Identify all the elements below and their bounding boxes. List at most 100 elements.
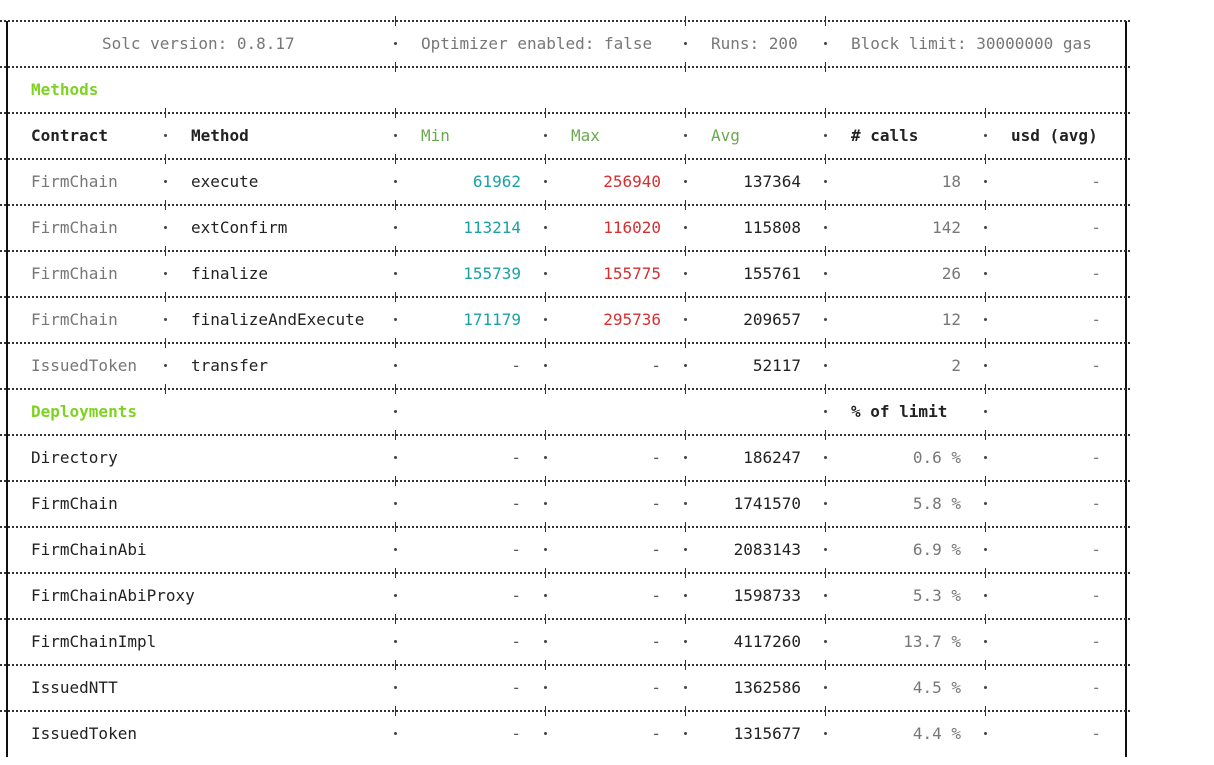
deployment-contract-name: Directory <box>31 448 118 467</box>
method-avg-gas: 155761 <box>743 264 801 283</box>
column-dot <box>684 502 687 505</box>
deployment-contract-name: FirmChainAbi <box>31 540 147 559</box>
row-separator <box>0 16 1130 26</box>
column-dot <box>984 732 987 735</box>
row-separator <box>0 384 1130 394</box>
column-dot <box>394 134 397 137</box>
row-separator <box>0 430 1130 440</box>
deployment-min-gas: - <box>511 494 521 513</box>
column-dot <box>984 226 987 229</box>
column-dot <box>984 548 987 551</box>
column-dot <box>164 134 167 137</box>
runs-count: Runs: 200 <box>711 34 798 53</box>
column-dot <box>544 732 547 735</box>
row-separator <box>0 200 1130 210</box>
method-min-gas: 155739 <box>463 264 521 283</box>
deployment-min-gas: - <box>511 586 521 605</box>
col-contract: Contract <box>31 126 109 145</box>
deployment-contract-name: FirmChainAbiProxy <box>31 586 195 605</box>
column-dot <box>394 640 397 643</box>
deployment-max-gas: - <box>651 494 661 513</box>
column-dot <box>394 732 397 735</box>
column-dot <box>824 318 827 321</box>
column-dot <box>684 548 687 551</box>
method-max-gas: - <box>651 356 661 375</box>
row-separator <box>0 614 1130 624</box>
method-avg-gas: 137364 <box>743 172 801 191</box>
row-separator <box>0 292 1130 302</box>
deployment-max-gas: - <box>651 586 661 605</box>
row-separator <box>0 568 1130 578</box>
method-min-gas: 113214 <box>463 218 521 237</box>
deployment-min-gas: - <box>511 678 521 697</box>
method-usd-avg: - <box>1091 356 1101 375</box>
col-usd: usd (avg) <box>1011 126 1098 145</box>
deployment-max-gas: - <box>651 678 661 697</box>
row-separator <box>0 706 1130 716</box>
col-max: Max <box>571 126 600 145</box>
deployment-row: IssuedNTT - - 1362586 4.5 % - <box>0 665 1130 711</box>
column-dot <box>394 226 397 229</box>
method-avg-gas: 115808 <box>743 218 801 237</box>
method-call-count: 142 <box>932 218 961 237</box>
deployment-row: FirmChainImpl - - 4117260 13.7 % - <box>0 619 1130 665</box>
method-name: extConfirm <box>191 218 288 237</box>
column-dot <box>394 42 397 45</box>
deployment-min-gas: - <box>511 448 521 467</box>
methods-title-row: Methods <box>0 67 1130 113</box>
deployment-usd-avg: - <box>1091 678 1101 697</box>
column-dot <box>684 226 687 229</box>
column-dot <box>984 640 987 643</box>
row-separator <box>0 108 1130 118</box>
column-dot <box>824 410 827 413</box>
column-dot <box>544 456 547 459</box>
deployment-row: FirmChainAbiProxy - - 1598733 5.3 % - <box>0 573 1130 619</box>
row-separator <box>0 476 1130 486</box>
method-contract-name: IssuedToken <box>31 356 137 375</box>
column-dot <box>684 594 687 597</box>
method-row: FirmChain execute 61962 256940 137364 18 - <box>0 159 1130 205</box>
deployment-max-gas: - <box>651 632 661 651</box>
deployment-avg-gas: 186247 <box>743 448 801 467</box>
column-dot <box>544 318 547 321</box>
col-avg: Avg <box>711 126 740 145</box>
deployment-max-gas: - <box>651 724 661 743</box>
column-dot <box>824 364 827 367</box>
method-min-gas: 171179 <box>463 310 521 329</box>
method-row: FirmChain finalizeAndExecute 171179 295736 2… <box>0 297 1130 343</box>
column-dot <box>684 364 687 367</box>
column-dot <box>544 686 547 689</box>
deployments-section-title: Deployments <box>31 402 137 421</box>
col-percent-of-limit: % of limit <box>851 402 948 421</box>
deployment-usd-avg: - <box>1091 586 1101 605</box>
method-call-count: 18 <box>941 172 961 191</box>
deployment-max-gas: - <box>651 448 661 467</box>
deployment-avg-gas: 1362586 <box>733 678 801 697</box>
deployment-percent-of-limit: 13.7 % <box>903 632 961 651</box>
column-dot <box>984 134 987 137</box>
col-min: Min <box>421 126 450 145</box>
deployment-min-gas: - <box>511 540 521 559</box>
block-limit: Block limit: 30000000 gas <box>851 34 1092 53</box>
column-dot <box>394 364 397 367</box>
column-dot <box>684 318 687 321</box>
header-row: Solc version: 0.8.17 Optimizer enabled: … <box>0 21 1130 67</box>
method-row: FirmChain extConfirm 113214 116020 115808 142… <box>0 205 1130 251</box>
column-dot <box>984 318 987 321</box>
deployment-row: FirmChainAbi - - 2083143 6.9 % - <box>0 527 1130 573</box>
column-dot <box>544 502 547 505</box>
column-dot <box>984 180 987 183</box>
deployment-contract-name: IssuedToken <box>31 724 137 743</box>
method-max-gas: 155775 <box>603 264 661 283</box>
row-separator <box>0 154 1130 164</box>
column-dot <box>684 272 687 275</box>
deployment-row: FirmChain - - 1741570 5.8 % - <box>0 481 1130 527</box>
method-avg-gas: 52117 <box>752 356 801 375</box>
method-name: finalizeAndExecute <box>191 310 365 329</box>
column-dot <box>164 364 167 367</box>
method-usd-avg: - <box>1091 310 1101 329</box>
deployment-percent-of-limit: 0.6 % <box>912 448 961 467</box>
column-dot <box>824 686 827 689</box>
deployment-avg-gas: 1741570 <box>733 494 801 513</box>
